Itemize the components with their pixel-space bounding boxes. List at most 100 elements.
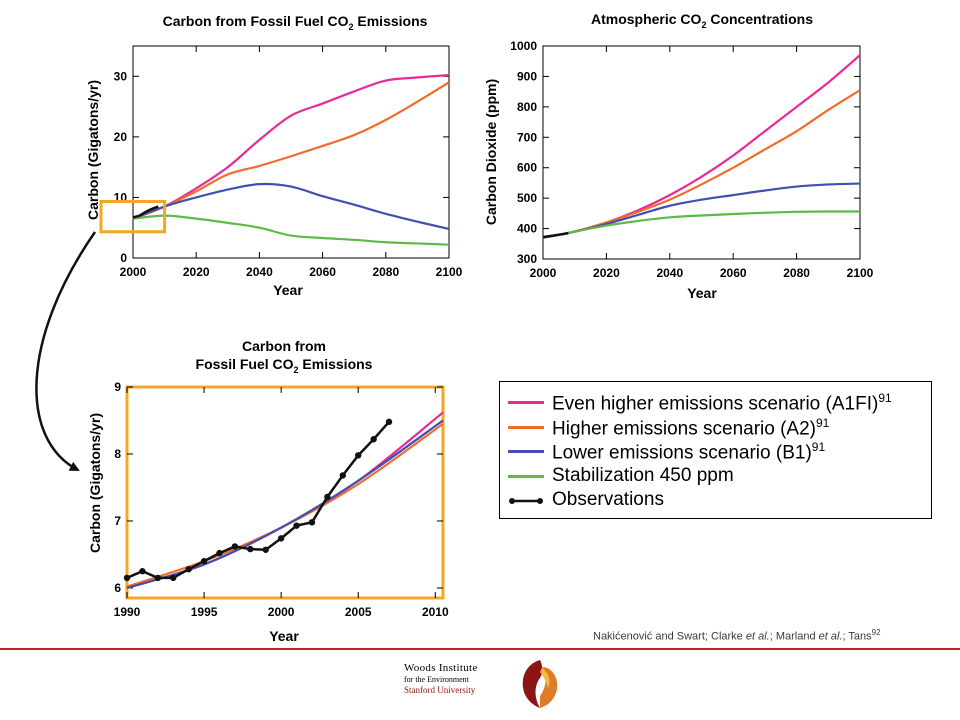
zoom-series-obs-point — [247, 545, 254, 553]
emissions-series-a2-line — [132, 81, 450, 220]
zoom-xtick-label: 2010 — [422, 605, 449, 619]
woods-institute-logo: Woods Institute for the Environment Stan… — [400, 656, 580, 712]
chart-zoom-ylabel: Carbon (Gigatons/yr) — [87, 413, 103, 553]
chart-concentrations-title: Atmospheric CO2 Concentrations — [591, 11, 813, 30]
legend-item-a2: Higher emissions scenario (A2)91 — [500, 415, 931, 441]
emissions-ytick-label: 0 — [120, 251, 127, 265]
seed-emblem-icon — [522, 660, 558, 708]
source-citation: Nakićenović and Swart; Clarke et al.; Ma… — [593, 628, 881, 643]
emissions-xtick-label: 2000 — [120, 265, 147, 279]
figure-canvas: Carbon from Fossil Fuel CO2 Emissions 20… — [35, 11, 874, 644]
zoom-series-obs-point — [154, 574, 162, 582]
zoom-series-a2-line — [126, 422, 444, 588]
zoom-series-b1-line — [126, 419, 444, 590]
zoom-xtick-label: 1990 — [114, 605, 141, 619]
zoom-series-obs-point — [231, 543, 239, 550]
concentrations-xtick-label: 2060 — [720, 266, 747, 280]
zoom-series-obs-point — [370, 436, 377, 443]
emissions-series-obs-line — [132, 205, 159, 219]
chart-zoom-xlabel: Year — [269, 628, 299, 644]
legend-label-text: Higher emissions scenario (A2) — [552, 417, 816, 439]
emissions-xtick-label: 2060 — [309, 265, 336, 279]
emissions-plot-frame — [132, 45, 450, 259]
concentrations-series-a1fi-line — [542, 54, 861, 239]
source-etal-1: et al. — [745, 630, 770, 643]
concentrations-series-obs-line — [542, 231, 569, 239]
legend: Even higher emissions scenario (A1FI)91 H… — [499, 381, 932, 519]
legend-swatch-b1 — [508, 450, 544, 453]
source-text-1: Nakićenović and Swart; Clarke — [593, 630, 746, 643]
source-sup: 92 — [871, 628, 881, 637]
footer-divider — [0, 648, 960, 650]
zoom-plot-frame — [125, 385, 445, 600]
logo-line2: for the Environment — [404, 675, 469, 684]
legend-label: Lower emissions scenario (B1)91 — [552, 440, 825, 464]
logo-text: Woods Institute for the Environment Stan… — [404, 662, 478, 695]
source-text-2: ; Marland — [769, 630, 819, 643]
source-etal-2: et al. — [818, 630, 843, 643]
legend-label: Higher emissions scenario (A2)91 — [552, 416, 829, 440]
legend-label-sup: 91 — [816, 415, 830, 430]
emissions-ytick-label: 20 — [114, 130, 128, 144]
concentrations-series-stab-line — [542, 210, 861, 239]
chart-concentrations: 2000 2020 2040 2060 2080 2100 300 400 500 600 700 8… — [510, 39, 873, 280]
concentrations-ytick-label: 400 — [517, 222, 537, 236]
zoom-ytick-label: 6 — [114, 581, 121, 595]
zoom-series-obs-point — [170, 574, 177, 582]
zoom-xtick-label: 1995 — [191, 605, 218, 619]
emissions-xtick-label: 2020 — [183, 265, 210, 279]
concentrations-xtick-label: 2000 — [530, 266, 557, 280]
zoom-xtick-label: 2005 — [345, 605, 372, 619]
concentrations-ytick-label: 800 — [517, 100, 537, 114]
zoom-series-obs-point — [293, 522, 300, 529]
legend-label-text: Even higher emissions scenario (A1FI) — [552, 393, 879, 415]
zoom-series-obs-point — [277, 535, 285, 542]
zoom-ytick-label: 9 — [114, 380, 121, 394]
legend-label-text: Stabilization 450 ppm — [552, 464, 734, 486]
legend-item-stab: Stabilization 450 ppm — [500, 464, 931, 490]
emissions-xtick-label: 2040 — [246, 265, 273, 279]
zoom-series-obs-point — [216, 549, 223, 557]
legend-label: Observations — [552, 489, 664, 511]
zoom-series-obs-point — [324, 493, 331, 501]
legend-label-text: Observations — [552, 489, 664, 510]
concentrations-ytick-label: 700 — [517, 130, 537, 144]
legend-label-sup: 91 — [811, 440, 826, 454]
legend-swatch-stab — [508, 474, 544, 478]
concentrations-ytick-label: 300 — [517, 252, 537, 266]
legend-label-sup: 91 — [878, 391, 892, 405]
zoom-ytick-label: 7 — [114, 514, 121, 528]
chart-emissions-ylabel: Carbon (Gigatons/yr) — [85, 80, 101, 220]
concentrations-ytick-label: 900 — [517, 69, 537, 83]
emissions-xtick-label: 2100 — [436, 265, 463, 279]
concentrations-plot-frame — [542, 45, 861, 260]
concentrations-xtick-label: 2100 — [847, 266, 874, 280]
zoom-series-obs-point — [308, 519, 316, 526]
concentrations-ytick-label: 500 — [517, 191, 537, 205]
zoom-xtick-label: 2000 — [268, 605, 295, 619]
zoom-series-obs-point — [355, 452, 362, 459]
emissions-series-a1fi-line — [132, 73, 450, 220]
zoom-series-obs-point — [123, 574, 131, 582]
emissions-zoom-highlight-box — [99, 199, 167, 234]
zoom-series-obs-point — [200, 557, 208, 565]
legend-item-b1: Lower emissions scenario (B1)91 — [500, 439, 931, 465]
emissions-ytick-label: 30 — [114, 69, 128, 83]
legend-label-text: Lower emissions scenario (B1) — [552, 442, 812, 464]
legend-swatch-obs — [509, 498, 543, 504]
zoom-series-obs-point — [139, 568, 146, 575]
legend-item-a1fi: Even higher emissions scenario (A1FI)91 — [500, 390, 931, 416]
emissions-series-stab-line — [132, 214, 450, 246]
zoom-series-obs-line — [126, 421, 390, 580]
chart-zoom-title-line1: Carbon from — [242, 338, 326, 354]
concentrations-xtick-label: 2040 — [656, 266, 683, 280]
concentrations-xtick-label: 2020 — [593, 266, 620, 280]
legend-swatch-a1fi — [508, 401, 544, 404]
chart-emissions-xlabel: Year — [273, 282, 303, 298]
chart-emissions-title: Carbon from Fossil Fuel CO2 Emissions — [163, 13, 428, 32]
legend-item-obs: Observations — [500, 488, 931, 514]
legend-label: Even higher emissions scenario (A1FI)91 — [552, 391, 892, 415]
zoom-series-obs-point — [339, 472, 347, 479]
concentrations-ytick-label: 600 — [517, 161, 537, 175]
